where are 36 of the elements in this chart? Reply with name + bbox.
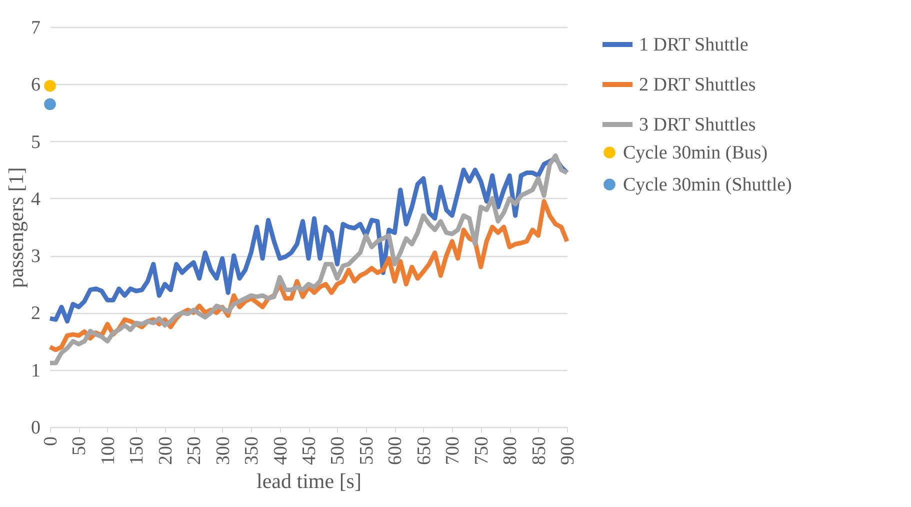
x-tick-label: 850 — [528, 436, 550, 465]
x-tick-label: 50 — [69, 436, 90, 456]
x-tick-label: 400 — [270, 436, 292, 465]
x-tick-label: 700 — [442, 436, 464, 465]
y-tick-label: 6 — [31, 74, 40, 96]
x-tick-label: 600 — [385, 436, 406, 465]
y-tick-label: 4 — [31, 188, 41, 210]
y-axis-title: passengers [1] — [4, 167, 28, 288]
legend-label: Cycle 30min (Shuttle) — [623, 174, 792, 196]
x-tick-label: 450 — [299, 436, 320, 465]
line-series — [48, 156, 570, 324]
x-tick-label: 750 — [471, 436, 492, 465]
x-tick-label: 650 — [414, 436, 435, 465]
legend-label: 2 DRT Shuttles — [639, 74, 756, 96]
legend-label: 3 DRT Shuttles — [639, 114, 756, 136]
x-tick-label: 200 — [155, 436, 176, 465]
legend-label: Cycle 30min (Bus) — [623, 142, 768, 164]
x-tick-label: 800 — [500, 436, 522, 465]
y-tick-label: 0 — [31, 418, 40, 438]
x-tick-label: 550 — [356, 436, 378, 465]
x-tick-label: 500 — [328, 436, 349, 465]
legend-label: 1 DRT Shuttle — [639, 34, 748, 56]
x-tick-label: 0 — [40, 436, 62, 446]
x-tick-label: 150 — [126, 436, 148, 465]
x-tick-label: 100 — [98, 436, 119, 465]
y-tick-label: 1 — [31, 360, 40, 382]
y-tick-label: 3 — [31, 246, 40, 268]
x-tick-label: 300 — [212, 436, 234, 465]
y-tick-label: 5 — [31, 132, 40, 153]
x-axis-title: lead time [s] — [256, 469, 362, 493]
x-tick-label: 350 — [242, 436, 263, 465]
line-series — [48, 153, 570, 366]
x-tick-label: 250 — [184, 436, 206, 465]
x-tick-label: 900 — [558, 436, 578, 465]
y-tick-label: 2 — [31, 303, 40, 324]
y-tick-label: 7 — [31, 18, 40, 38]
